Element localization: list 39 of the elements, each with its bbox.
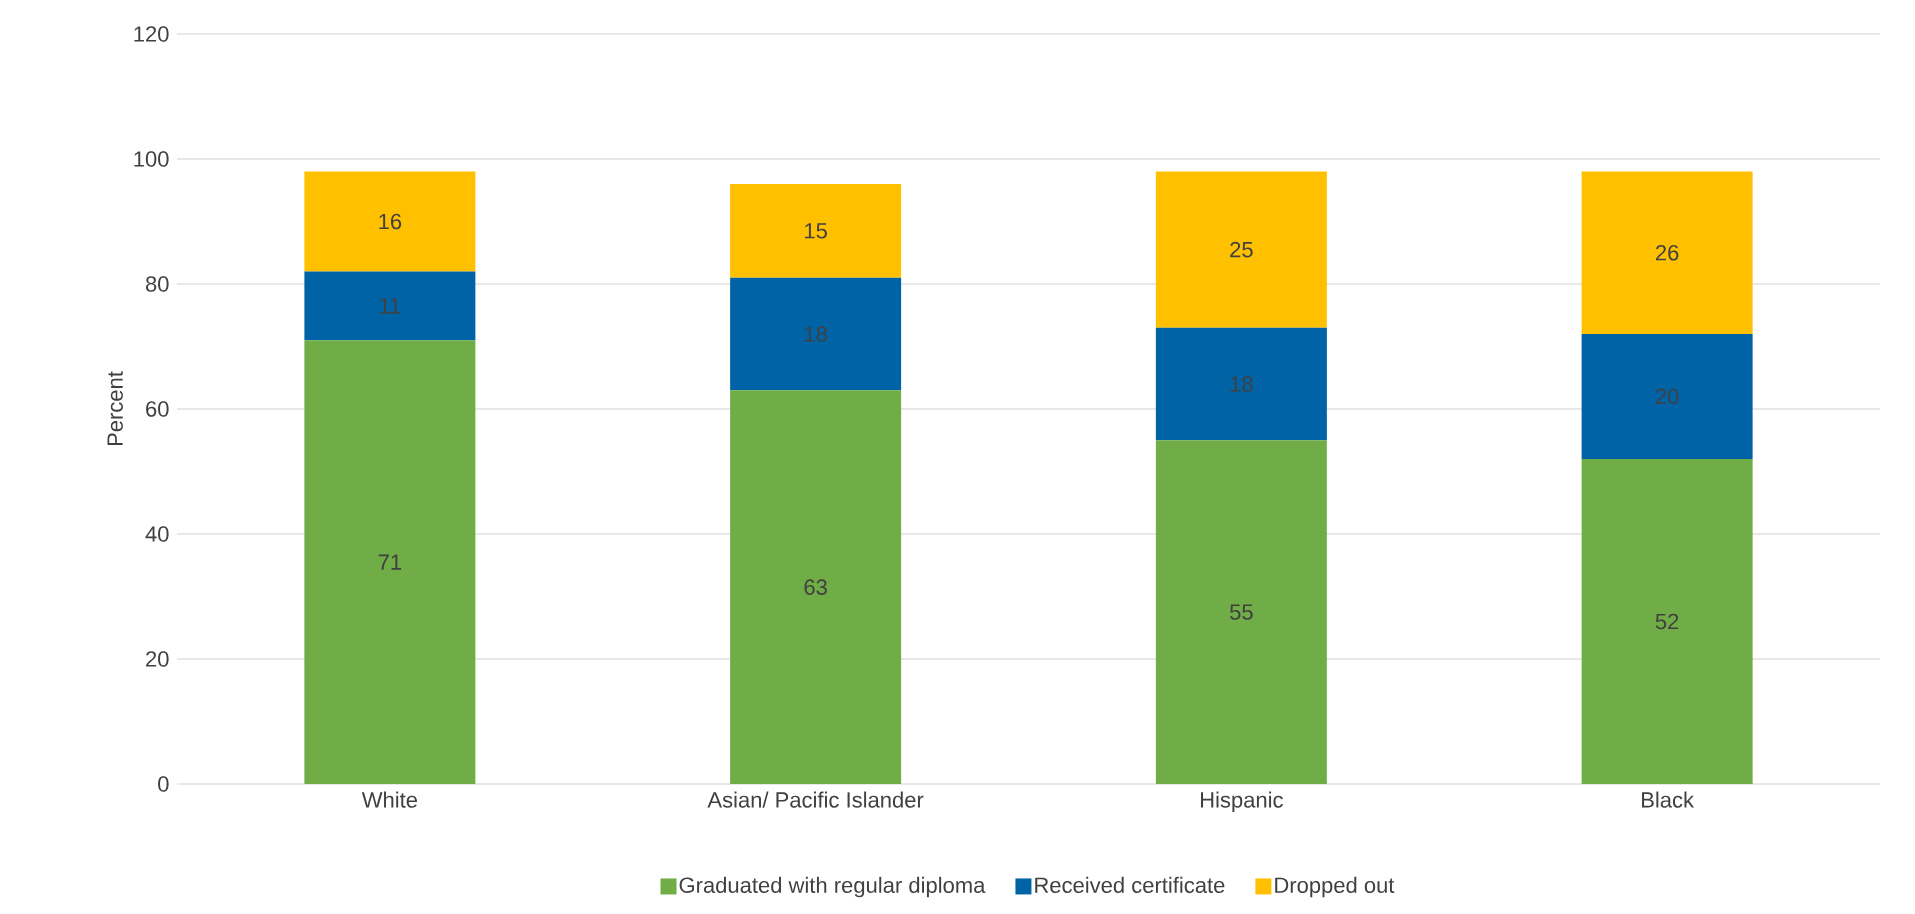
data-label: 52 — [1655, 613, 1679, 630]
y-tick-label: 60 — [146, 401, 169, 417]
x-tick-label: White — [361, 791, 418, 808]
data-label: 55 — [1230, 604, 1253, 620]
data-label: 16 — [379, 213, 402, 230]
legend-label: Dropped out — [1275, 876, 1395, 898]
y-axis-title: Percent — [107, 371, 123, 446]
bar — [730, 390, 902, 784]
y-tick-label: 120 — [134, 26, 169, 42]
bar — [730, 277, 902, 391]
y-tick-label: 80 — [145, 276, 169, 292]
bar — [304, 340, 476, 784]
x-tick-label: Black — [1642, 791, 1695, 808]
legend-label: Graduated with regular diploma — [679, 876, 986, 898]
bar — [304, 271, 476, 341]
data-label: 20 — [1655, 388, 1679, 405]
x-tick-label: Hispanic — [1200, 791, 1283, 813]
bar — [1155, 171, 1327, 328]
x-tick-label: Asian/ Pacific Islander — [707, 791, 924, 808]
bar — [1155, 440, 1327, 784]
data-label: 18 — [1230, 376, 1253, 392]
data-label: 26 — [1655, 244, 1679, 261]
bar — [304, 171, 476, 272]
data-label: 11 — [380, 298, 401, 314]
bar — [730, 183, 902, 278]
data-label: 15 — [805, 223, 827, 239]
y-tick-label: 0 — [158, 776, 169, 792]
bar — [1581, 459, 1753, 784]
bar — [1581, 334, 1753, 459]
data-label: 63 — [804, 579, 827, 595]
y-tick-label: 40 — [145, 526, 169, 542]
bar — [1581, 171, 1753, 334]
data-label: 18 — [805, 326, 827, 342]
y-tick-label: 20 — [146, 651, 169, 667]
bar — [1155, 327, 1327, 441]
y-tick-label: 100 — [134, 151, 169, 167]
data-label: 71 — [378, 554, 402, 570]
legend-label: Received certificate — [1035, 876, 1225, 893]
data-label: 25 — [1230, 241, 1253, 258]
